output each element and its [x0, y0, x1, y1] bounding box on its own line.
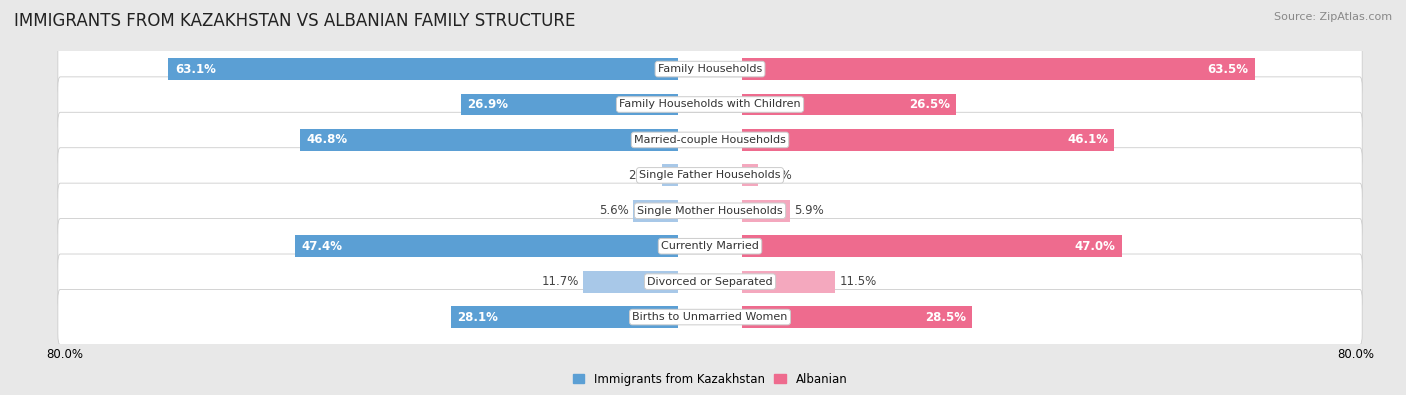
Text: 46.8%: 46.8% [307, 134, 347, 147]
Bar [461, 94, 678, 115]
Bar [742, 271, 835, 293]
Text: Single Mother Households: Single Mother Households [637, 206, 783, 216]
Text: Single Father Households: Single Father Households [640, 170, 780, 181]
FancyBboxPatch shape [58, 41, 1362, 97]
FancyBboxPatch shape [58, 218, 1362, 274]
Text: 5.6%: 5.6% [599, 204, 628, 217]
FancyBboxPatch shape [58, 290, 1362, 345]
Bar [742, 94, 956, 115]
Bar [633, 200, 678, 222]
Bar [742, 164, 758, 186]
Text: 5.9%: 5.9% [794, 204, 824, 217]
Text: IMMIGRANTS FROM KAZAKHSTAN VS ALBANIAN FAMILY STRUCTURE: IMMIGRANTS FROM KAZAKHSTAN VS ALBANIAN F… [14, 12, 575, 30]
Text: 26.9%: 26.9% [467, 98, 508, 111]
Bar [742, 58, 1256, 80]
Text: 28.1%: 28.1% [457, 310, 498, 324]
FancyBboxPatch shape [58, 183, 1362, 239]
Bar [451, 306, 678, 328]
Bar [742, 200, 790, 222]
Text: Married-couple Households: Married-couple Households [634, 135, 786, 145]
Bar [169, 58, 678, 80]
Text: 11.5%: 11.5% [839, 275, 876, 288]
FancyBboxPatch shape [58, 112, 1362, 167]
Text: 11.7%: 11.7% [541, 275, 579, 288]
FancyBboxPatch shape [58, 254, 1362, 309]
Text: 47.4%: 47.4% [302, 240, 343, 253]
Text: Currently Married: Currently Married [661, 241, 759, 251]
Legend: Immigrants from Kazakhstan, Albanian: Immigrants from Kazakhstan, Albanian [568, 368, 852, 390]
Bar [742, 306, 973, 328]
Text: 2.0%: 2.0% [762, 169, 792, 182]
Text: 63.5%: 63.5% [1208, 62, 1249, 75]
Bar [295, 235, 678, 257]
Text: Divorced or Separated: Divorced or Separated [647, 276, 773, 287]
Bar [583, 271, 678, 293]
Text: 46.1%: 46.1% [1067, 134, 1108, 147]
Text: Family Households with Children: Family Households with Children [619, 100, 801, 109]
FancyBboxPatch shape [58, 148, 1362, 203]
FancyBboxPatch shape [58, 77, 1362, 132]
Text: Source: ZipAtlas.com: Source: ZipAtlas.com [1274, 12, 1392, 22]
Bar [662, 164, 678, 186]
Text: 63.1%: 63.1% [174, 62, 215, 75]
Text: Family Households: Family Households [658, 64, 762, 74]
Bar [742, 129, 1115, 151]
Text: 26.5%: 26.5% [908, 98, 950, 111]
Text: 2.0%: 2.0% [628, 169, 658, 182]
Text: 28.5%: 28.5% [925, 310, 966, 324]
Bar [299, 129, 678, 151]
Text: Births to Unmarried Women: Births to Unmarried Women [633, 312, 787, 322]
Bar [742, 235, 1122, 257]
Text: 47.0%: 47.0% [1074, 240, 1115, 253]
